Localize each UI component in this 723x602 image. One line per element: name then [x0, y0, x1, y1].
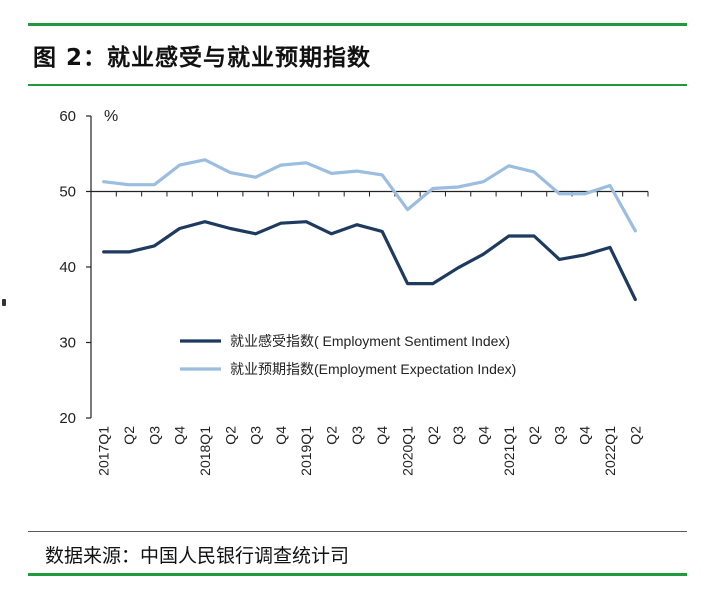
- x-tick-label: Q2: [121, 426, 137, 445]
- x-tick-label: 2018Q1: [197, 426, 213, 476]
- x-tick-label: Q2: [627, 426, 643, 445]
- x-tick-label: Q2: [425, 426, 441, 445]
- x-tick-label: Q4: [273, 426, 289, 445]
- x-tick-label: 2020Q1: [399, 426, 415, 476]
- legend-label: 就业感受指数( Employment Sentiment Index): [230, 333, 510, 349]
- x-tick-label: Q3: [248, 426, 264, 445]
- y-tick-label: 40: [59, 259, 76, 276]
- x-tick-label: Q2: [324, 426, 340, 445]
- y-tick-label: 50: [59, 184, 76, 201]
- source-note: 数据来源：中国人民银行调查统计司: [45, 545, 350, 567]
- y-tick-label: 60: [59, 108, 76, 125]
- x-tick-label: Q4: [172, 426, 188, 445]
- x-tick-label: 2022Q1: [602, 426, 618, 476]
- y-tick-label: 20: [59, 410, 76, 427]
- series-line-sentiment: [102, 220, 637, 302]
- top-rule: [28, 23, 687, 26]
- x-tick-label: Q4: [374, 426, 390, 445]
- y-axis-label: %: [104, 108, 118, 125]
- x-tick-label: 2021Q1: [501, 426, 517, 476]
- title-underline: [28, 84, 687, 86]
- x-tick-label: 2017Q1: [96, 426, 112, 476]
- x-tick-label: Q3: [349, 426, 365, 445]
- x-tick-label: Q3: [146, 426, 162, 445]
- legend-label: 就业预期指数(Employment Expectation Index): [230, 361, 516, 377]
- margin-mark: [2, 299, 6, 306]
- y-tick-label: 30: [59, 335, 76, 352]
- x-tick-label: Q4: [475, 426, 491, 445]
- x-tick-label: Q3: [450, 426, 466, 445]
- x-tick-label: Q2: [222, 426, 238, 445]
- x-tick-label: Q4: [577, 426, 593, 445]
- x-tick-label: Q2: [526, 426, 542, 445]
- bottom-rule: [28, 573, 687, 576]
- x-tick-label: Q3: [551, 426, 567, 445]
- source-rule: [28, 531, 687, 532]
- figure-title: 图 2：就业感受与就业预期指数: [33, 45, 372, 71]
- series-line-expectation: [102, 158, 637, 233]
- x-tick-label: 2019Q1: [298, 426, 314, 476]
